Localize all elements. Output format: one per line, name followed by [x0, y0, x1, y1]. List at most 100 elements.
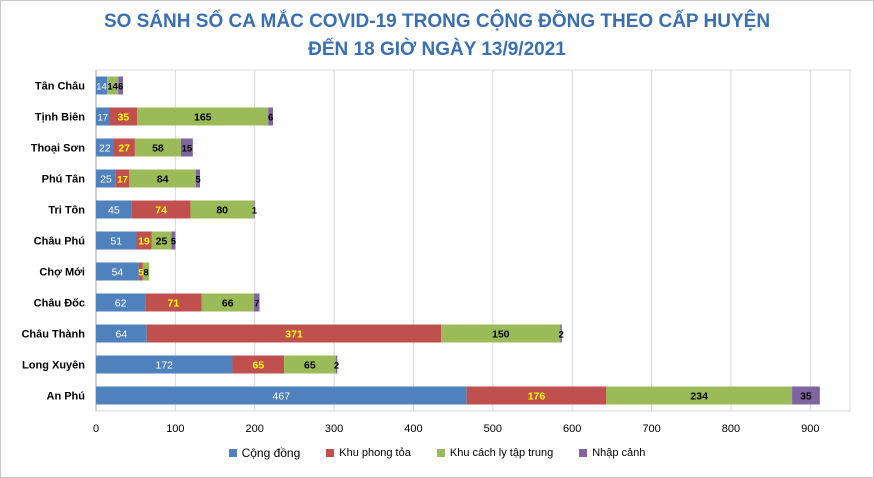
- bar-cong-dong-chau-doc: [96, 293, 146, 312]
- data-label: 2: [334, 361, 339, 372]
- data-label: 74: [155, 205, 167, 217]
- data-label: 467: [273, 391, 291, 403]
- category-label-chau-thanh: Châu Thành: [21, 329, 85, 341]
- bar-nhap-canh-chau-doc: [253, 293, 260, 312]
- bar-cong-dong-chau-thanh: [96, 324, 147, 343]
- bar-nhap-canh-tri-ton: [253, 200, 255, 219]
- chart-title: SO SÁNH SỐ CA MẮC COVID-19 TRONG CỘNG ĐỒ…: [103, 11, 771, 32]
- bar-khu-cach-ly-tap-trung-chau-thanh: [441, 324, 561, 343]
- data-label: 6: [118, 82, 123, 93]
- data-label: 8: [143, 268, 148, 279]
- bar-cong-dong-thoai-son: [96, 138, 114, 157]
- bar-khu-cach-ly-tap-trung-an-phu: [606, 386, 793, 405]
- bar-nhap-canh-chau-phu: [171, 231, 176, 250]
- data-label: 51: [110, 236, 122, 248]
- bar-khu-phong-toa-cho-moi: [138, 262, 143, 281]
- category-label-tan-chau: Tân Châu: [35, 81, 85, 93]
- data-label: 165: [194, 112, 212, 124]
- bar-cong-dong-cho-moi: [96, 262, 139, 281]
- category-label-phu-tan: Phú Tân: [42, 174, 86, 186]
- bar-nhap-canh-long-xuyen: [335, 355, 338, 374]
- data-label: 1: [252, 206, 258, 217]
- data-label: 54: [112, 267, 124, 279]
- bar-khu-phong-toa-an-phu: [466, 386, 607, 405]
- bar-nhap-canh-an-phu: [792, 386, 820, 405]
- x-tick-label: 200: [246, 423, 264, 435]
- data-label: 5: [138, 268, 144, 279]
- category-label-chau-doc: Châu Đốc: [34, 298, 85, 310]
- bar-nhap-canh-tinh-bien: [268, 107, 273, 126]
- bar-khu-cach-ly-tap-trung-long-xuyen: [284, 355, 336, 374]
- bar-cong-dong-long-xuyen: [96, 355, 233, 374]
- data-label: 58: [152, 143, 164, 155]
- x-tick-label: 100: [166, 423, 184, 435]
- category-label-cho-moi: Chợ Mới: [39, 267, 85, 279]
- category-label-an-phu: An Phú: [47, 391, 86, 403]
- legend-item-cong-dong: Cộng đồng: [228, 446, 301, 460]
- data-label: 2: [558, 330, 563, 341]
- bar-khu-phong-toa-phu-tan: [115, 169, 130, 188]
- bar-cong-dong-phu-tan: [96, 169, 116, 188]
- data-label: 27: [118, 143, 130, 155]
- category-label-tri-ton: Tri Tôn: [48, 205, 85, 217]
- data-label: 176: [528, 391, 546, 403]
- data-label: 35: [800, 391, 812, 403]
- x-tick-label: 300: [325, 423, 343, 435]
- data-label: 5: [195, 175, 201, 186]
- bar-khu-cach-ly-tap-trung-chau-phu: [151, 231, 172, 250]
- data-label: 371: [285, 329, 303, 341]
- bar-cong-dong-tan-chau: [96, 76, 108, 95]
- legend-label: Khu phong tỏa: [339, 447, 411, 460]
- bar-khu-phong-toa-chau-doc: [145, 293, 202, 312]
- data-label: 17: [97, 113, 108, 124]
- bar-khu-cach-ly-tap-trung-tan-chau: [107, 76, 119, 95]
- chart-subtitle: ĐẾN 18 GIỜ NGÀY 13/9/2021: [308, 39, 566, 60]
- bar-khu-cach-ly-tap-trung-tinh-bien: [137, 107, 269, 126]
- data-label: 14: [107, 82, 118, 93]
- legend-item-nhap-canh: Nhập cảnh: [579, 447, 645, 459]
- legend-item-khu-cach-ly-tap-trung: Khu cách ly tập trung: [436, 447, 553, 459]
- category-label-chau-phu: Châu Phú: [34, 236, 85, 248]
- data-label: 14: [96, 82, 107, 93]
- bar-nhap-canh-chau-thanh: [560, 324, 562, 343]
- bar-khu-phong-toa-tri-ton: [131, 200, 191, 219]
- data-label: 71: [168, 298, 180, 310]
- bar-khu-cach-ly-tap-trung-thoai-son: [134, 138, 181, 157]
- bar-khu-phong-toa-thoai-son: [113, 138, 135, 157]
- legend-label: Cộng đồng: [241, 446, 301, 460]
- data-label: 234: [690, 391, 708, 403]
- legend: Cộng đồng Khu phong tỏa Khu cách ly tập tr…: [0, 446, 874, 460]
- x-tick-label: 600: [563, 423, 581, 435]
- bar-khu-cach-ly-tap-trung-chau-doc: [201, 293, 254, 312]
- category-label-thoai-son: Thoại Sơn: [31, 143, 86, 155]
- x-tick-label: 0: [93, 423, 99, 435]
- data-label: 84: [157, 174, 169, 186]
- bar-nhap-canh-phu-tan: [196, 169, 200, 188]
- bar-khu-cach-ly-tap-trung-cho-moi: [142, 262, 150, 281]
- legend-swatch: [326, 449, 335, 458]
- bar-khu-phong-toa-chau-phu: [136, 231, 152, 250]
- bar-cong-dong-chau-phu: [96, 231, 137, 250]
- data-label: 7: [254, 299, 259, 310]
- data-label: 45: [108, 205, 120, 217]
- x-tick-label: 800: [722, 423, 740, 435]
- bar-nhap-canh-thoai-son: [180, 138, 193, 157]
- data-label: 5: [171, 237, 177, 248]
- bar-cong-dong-tinh-bien: [96, 107, 110, 126]
- bar-khu-phong-toa-chau-thanh: [146, 324, 442, 343]
- bar-khu-cach-ly-tap-trung-phu-tan: [129, 169, 197, 188]
- data-label: 65: [252, 360, 264, 372]
- x-tick-label: 400: [404, 423, 422, 435]
- data-label: 150: [492, 329, 510, 341]
- data-label: 25: [156, 236, 168, 248]
- data-label: 65: [304, 360, 316, 372]
- data-label: 22: [99, 143, 111, 155]
- x-tick-label: 700: [642, 423, 660, 435]
- data-label: 17: [117, 175, 128, 186]
- data-label: 35: [118, 112, 130, 124]
- bar-khu-cach-ly-tap-trung-tri-ton: [190, 200, 254, 219]
- category-label-tinh-bien: Tịnh Biên: [35, 112, 85, 124]
- category-label-long-xuyen: Long Xuyên: [22, 360, 85, 372]
- data-label: 15: [182, 144, 193, 155]
